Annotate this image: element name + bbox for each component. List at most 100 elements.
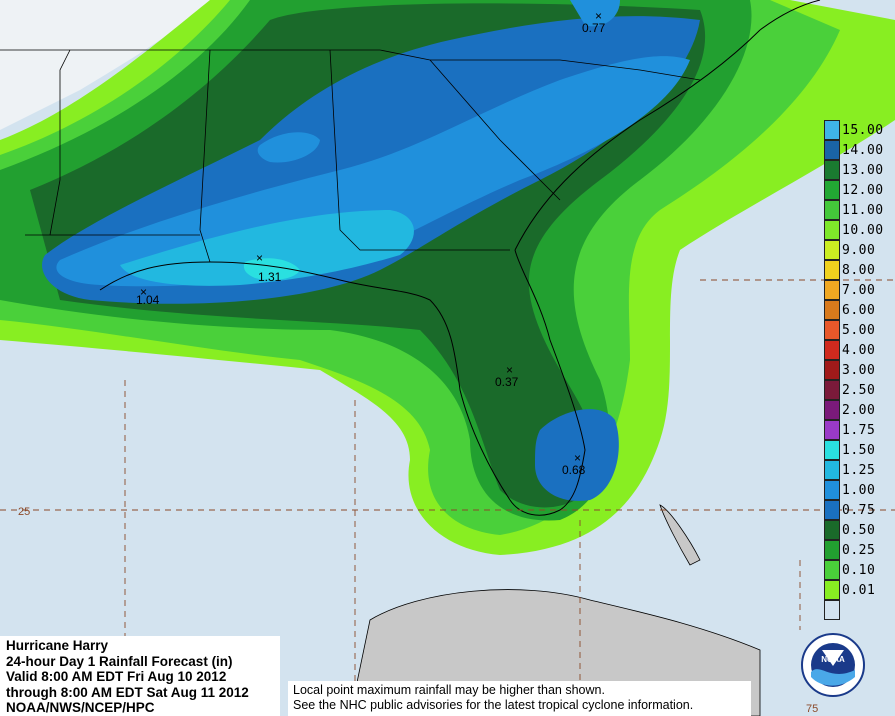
- legend-label: 1.50: [842, 443, 876, 458]
- legend-swatch: [824, 280, 840, 300]
- legend-label: 1.75: [842, 423, 876, 438]
- legend-row: 12.00: [824, 180, 890, 200]
- title-block: Hurricane Harry 24-hour Day 1 Rainfall F…: [0, 636, 280, 716]
- legend-swatch: [824, 300, 840, 320]
- legend-label: 1.00: [842, 483, 876, 498]
- legend-row: 8.00: [824, 260, 890, 280]
- legend-swatch: [824, 400, 840, 420]
- legend-label: 5.00: [842, 323, 876, 338]
- legend-label: 12.00: [842, 183, 884, 198]
- legend-row: [824, 600, 890, 620]
- legend-swatch: [824, 380, 840, 400]
- legend-label: 10.00: [842, 223, 884, 238]
- legend-row: 13.00: [824, 160, 890, 180]
- point-label-north: 0.77: [582, 21, 606, 35]
- title-product: 24-hour Day 1 Rainfall Forecast (in): [6, 653, 233, 669]
- legend-label: 1.25: [842, 463, 876, 478]
- legend-label: 13.00: [842, 163, 884, 178]
- legend-label: 0.25: [842, 543, 876, 558]
- grid-label-lat25: 25: [18, 506, 30, 518]
- point-marker: ×: [595, 9, 602, 23]
- legend-label: 15.00: [842, 123, 884, 138]
- legend-swatch: [824, 140, 840, 160]
- legend-swatch: [824, 260, 840, 280]
- legend-swatch: [824, 580, 840, 600]
- legend-row: 0.25: [824, 540, 890, 560]
- legend-label: 2.00: [842, 403, 876, 418]
- legend-label: 7.00: [842, 283, 876, 298]
- legend-label: 6.00: [842, 303, 876, 318]
- title-valid-from: Valid 8:00 AM EDT Fri Aug 10 2012: [6, 669, 227, 684]
- legend-swatch: [824, 160, 840, 180]
- legend-swatch: [824, 460, 840, 480]
- legend-row: 2.00: [824, 400, 890, 420]
- noaa-logo-icon: NOAA: [801, 633, 865, 697]
- legend-row: 14.00: [824, 140, 890, 160]
- legend-row: 6.00: [824, 300, 890, 320]
- legend-row: 15.00: [824, 120, 890, 140]
- legend-label: 14.00: [842, 143, 884, 158]
- legend-row: 3.00: [824, 360, 890, 380]
- legend-row: 10.00: [824, 220, 890, 240]
- legend-swatch: [824, 360, 840, 380]
- legend-label: 0.10: [842, 563, 876, 578]
- legend-row: 0.75: [824, 500, 890, 520]
- legend-swatch: [824, 540, 840, 560]
- legend-label: 0.01: [842, 583, 876, 598]
- legend-row: 0.01: [824, 580, 890, 600]
- title-storm-name: Hurricane Harry: [6, 638, 109, 653]
- note-line-2: See the NHC public advisories for the la…: [293, 698, 694, 712]
- legend-swatch: [824, 600, 840, 620]
- legend-label: 11.00: [842, 203, 884, 218]
- legend-swatch: [824, 440, 840, 460]
- legend-swatch: [824, 420, 840, 440]
- legend-row: 5.00: [824, 320, 890, 340]
- legend-swatch: [824, 520, 840, 540]
- legend-swatch: [824, 240, 840, 260]
- legend-swatch: [824, 320, 840, 340]
- note-line-1: Local point maximum rainfall may be high…: [293, 683, 605, 697]
- legend-swatch: [824, 220, 840, 240]
- legend-row: 1.75: [824, 420, 890, 440]
- legend-swatch: [824, 480, 840, 500]
- legend-row: 1.00: [824, 480, 890, 500]
- point-marker: ×: [140, 285, 147, 299]
- legend-row: 1.50: [824, 440, 890, 460]
- point-label-louisiana: 1.04: [136, 293, 160, 307]
- noaa-logo-text: NOAA: [821, 655, 845, 664]
- point-marker: ×: [506, 363, 513, 377]
- legend-swatch: [824, 120, 840, 140]
- legend-row: 11.00: [824, 200, 890, 220]
- legend-label: 0.50: [842, 523, 876, 538]
- legend-swatch: [824, 200, 840, 220]
- legend-swatch: [824, 500, 840, 520]
- point-marker: ×: [256, 251, 263, 265]
- legend-row: 9.00: [824, 240, 890, 260]
- legend-label: 2.50: [842, 383, 876, 398]
- legend-label: 3.00: [842, 363, 876, 378]
- legend-swatch: [824, 180, 840, 200]
- point-label-central-florida: 0.37: [495, 375, 519, 389]
- legend-row: 2.50: [824, 380, 890, 400]
- title-source: NOAA/NWS/NCEP/HPC: [6, 700, 155, 715]
- legend-row: 1.25: [824, 460, 890, 480]
- grid-label-lon75: 75: [806, 703, 818, 715]
- point-marker: ×: [574, 451, 581, 465]
- legend-label: 9.00: [842, 243, 876, 258]
- legend-label: 8.00: [842, 263, 876, 278]
- legend-row: 0.50: [824, 520, 890, 540]
- legend-row: 4.00: [824, 340, 890, 360]
- legend-row: 0.10: [824, 560, 890, 580]
- legend-swatch: [824, 340, 840, 360]
- legend-swatch: [824, 560, 840, 580]
- point-label-south-florida: 0.68: [562, 463, 586, 477]
- legend-label: 0.75: [842, 503, 876, 518]
- point-label-panhandle: 1.31: [258, 270, 282, 284]
- legend-row: 7.00: [824, 280, 890, 300]
- title-valid-to: through 8:00 AM EDT Sat Aug 11 2012: [6, 684, 249, 700]
- rainfall-legend: 15.00 14.00 13.00 12.00 11.00 10.00 9.00…: [824, 120, 890, 620]
- legend-label: 4.00: [842, 343, 876, 358]
- disclaimer-note: Local point maximum rainfall may be high…: [288, 681, 751, 716]
